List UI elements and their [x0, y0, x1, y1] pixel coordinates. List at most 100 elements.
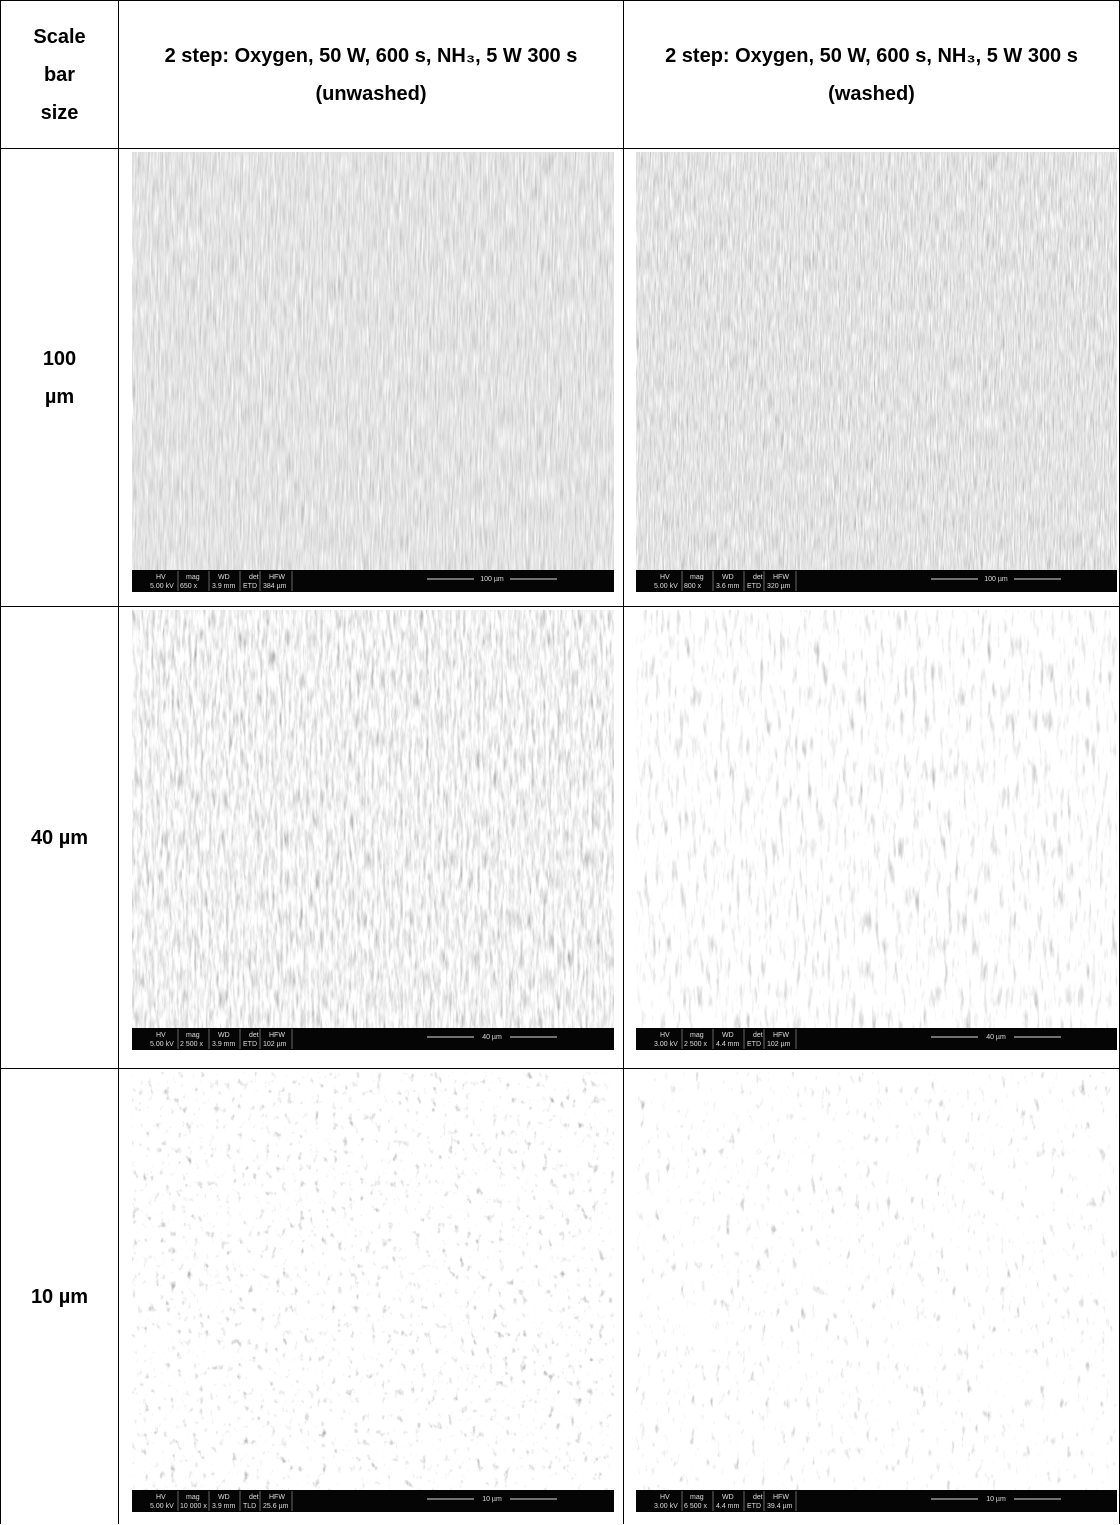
row-label: 100 µm: [42, 348, 77, 408]
info-label: det: [753, 1032, 763, 1039]
info-label: HFW: [269, 574, 285, 581]
info-bar: [636, 1490, 1117, 1512]
info-label: mag: [186, 1494, 200, 1501]
sem-image: HV 5.00 kV mag 650 x WD 3.9 mm det ETD HFW 384 µm…: [132, 152, 614, 592]
sem-image: HV 5.00 kV mag 10 000 x WD 3.9 mm det TLD HFW 25.…: [132, 1072, 614, 1512]
info-value: 5.00 kV: [654, 583, 678, 590]
info-label: WD: [722, 1494, 734, 1501]
scale-bg: [474, 1031, 510, 1042]
header-cell: Scale bar size: [33, 25, 86, 124]
info-value: 5.00 kV: [150, 1503, 174, 1510]
surface: [636, 1072, 1117, 1490]
border: [0, 0, 1, 1524]
border: [623, 0, 624, 1524]
info-value: 3.00 kV: [654, 1503, 678, 1510]
scale-label: 40 µm: [986, 1034, 1006, 1041]
info-value: 800 x: [684, 583, 702, 590]
info-bar: [132, 570, 614, 592]
info-value: 384 µm: [263, 583, 287, 590]
scale-label: 40 µm: [482, 1034, 502, 1041]
scale-bg: [978, 573, 1014, 584]
sem-image: HV 3.00 kV mag 6 500 x WD 4.4 mm det ETD HFW 39.4…: [636, 1072, 1117, 1512]
info-label: det: [249, 1032, 259, 1039]
row-label: 10 µm: [30, 1286, 89, 1308]
info-label: HV: [156, 1032, 166, 1039]
border: [118, 0, 119, 1524]
info-label: HFW: [269, 1032, 285, 1039]
sem-image: HV 5.00 kV mag 800 x WD 3.6 mm det ETD HFW 320 µm…: [636, 152, 1117, 592]
info-value: 5.00 kV: [150, 1041, 174, 1048]
info-value: ETD: [747, 583, 761, 590]
info-bar: [636, 1028, 1117, 1050]
info-label: HV: [660, 1494, 670, 1501]
info-value: 39.4 µm: [767, 1503, 793, 1510]
info-label: mag: [186, 574, 200, 581]
info-value: 3.9 mm: [212, 583, 236, 590]
sem-image: HV 3.00 kV mag 2 500 x WD 4.4 mm det ETD HFW 102 …: [636, 610, 1117, 1050]
info-bar: [132, 1028, 614, 1050]
info-value: 3.6 mm: [716, 583, 740, 590]
info-label: WD: [722, 1032, 734, 1039]
info-value: 3.9 mm: [212, 1041, 236, 1048]
info-label: det: [753, 574, 763, 581]
header-cell: 2 step: Oxygen, 50 W, 600 s, NH₃, 5 W 30…: [665, 44, 1078, 105]
info-value: ETD: [243, 583, 257, 590]
info-label: mag: [690, 574, 704, 581]
info-label: det: [249, 574, 259, 581]
scale-bg: [474, 573, 510, 584]
info-bar: [636, 570, 1117, 592]
info-label: det: [753, 1494, 763, 1501]
scale-bg: [978, 1493, 1014, 1504]
scale-bg: [978, 1031, 1014, 1042]
info-value: 650 x: [180, 583, 198, 590]
info-value: 2 500 x: [180, 1041, 203, 1048]
info-label: HFW: [773, 1494, 789, 1501]
scale-label: 10 µm: [482, 1496, 502, 1503]
surface: [636, 152, 1117, 570]
info-value: 3.9 mm: [212, 1503, 236, 1510]
surface: [132, 152, 614, 570]
info-value: 5.00 kV: [150, 583, 174, 590]
info-label: HFW: [269, 1494, 285, 1501]
border: [0, 148, 1120, 149]
info-value: 102 µm: [767, 1041, 791, 1048]
border: [0, 1068, 1120, 1069]
info-value: ETD: [747, 1503, 761, 1510]
info-label: HFW: [773, 574, 789, 581]
info-label: HFW: [773, 1032, 789, 1039]
info-value: ETD: [243, 1041, 257, 1048]
scale-bg: [474, 1493, 510, 1504]
info-value: 2 500 x: [684, 1041, 707, 1048]
info-label: HV: [660, 1032, 670, 1039]
info-label: HV: [156, 574, 166, 581]
info-label: mag: [690, 1032, 704, 1039]
info-value: 10 000 x: [180, 1503, 207, 1510]
info-label: WD: [218, 1494, 230, 1501]
info-value: 3.00 kV: [654, 1041, 678, 1048]
sem-image: HV 5.00 kV mag 2 500 x WD 3.9 mm det ETD HFW 102 …: [132, 610, 614, 1050]
info-value: TLD: [243, 1503, 256, 1510]
info-label: HV: [156, 1494, 166, 1501]
info-value: 320 µm: [767, 583, 791, 590]
info-value: 4.4 mm: [716, 1503, 740, 1510]
info-label: WD: [722, 574, 734, 581]
info-label: mag: [690, 1494, 704, 1501]
border: [0, 606, 1120, 607]
info-label: WD: [218, 1032, 230, 1039]
info-label: det: [249, 1494, 259, 1501]
row-label: 40 µm: [30, 827, 89, 849]
info-label: mag: [186, 1032, 200, 1039]
info-value: 102 µm: [263, 1041, 287, 1048]
info-value: 4.4 mm: [716, 1041, 740, 1048]
info-value: 25.6 µm: [263, 1503, 289, 1510]
border: [0, 0, 1120, 1]
info-label: HV: [660, 574, 670, 581]
surface: [636, 610, 1117, 1028]
surface: [132, 610, 614, 1028]
scale-label: 100 µm: [480, 576, 504, 583]
info-value: ETD: [747, 1041, 761, 1048]
info-label: WD: [218, 574, 230, 581]
scale-label: 100 µm: [984, 576, 1008, 583]
scale-label: 10 µm: [986, 1496, 1006, 1503]
